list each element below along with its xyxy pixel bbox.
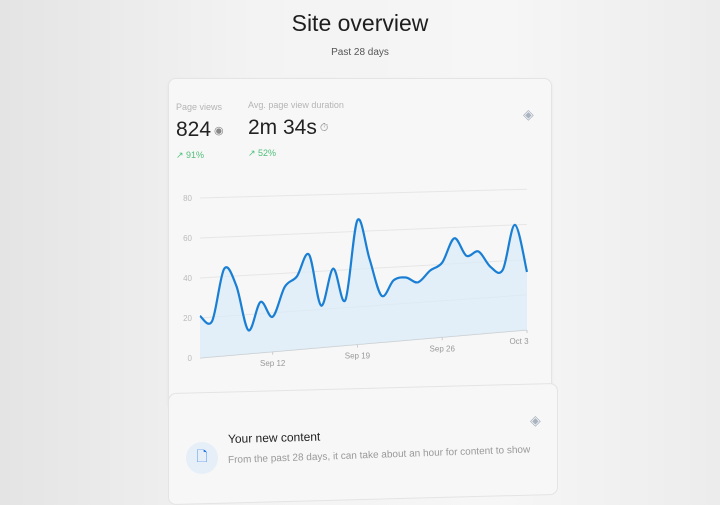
document-icon: 🗋 bbox=[186, 442, 218, 474]
new-content-title: Your new content bbox=[228, 430, 321, 446]
x-tick-label: Sep 19 bbox=[345, 352, 371, 361]
x-tick-label: Sep 26 bbox=[430, 344, 456, 353]
y-tick-label: 40 bbox=[183, 274, 192, 283]
new-content-card bbox=[168, 383, 558, 505]
series-area bbox=[200, 219, 527, 358]
x-tick-label: Sep 12 bbox=[260, 359, 286, 368]
y-tick-label: 60 bbox=[183, 234, 192, 243]
y-tick-label: 0 bbox=[188, 354, 193, 363]
x-tick-label: Oct 3 bbox=[509, 337, 529, 346]
y-tick-label: 20 bbox=[183, 314, 192, 323]
layers-icon[interactable]: ◈ bbox=[530, 412, 541, 429]
gridline bbox=[200, 189, 527, 198]
y-tick-label: 80 bbox=[183, 194, 192, 203]
